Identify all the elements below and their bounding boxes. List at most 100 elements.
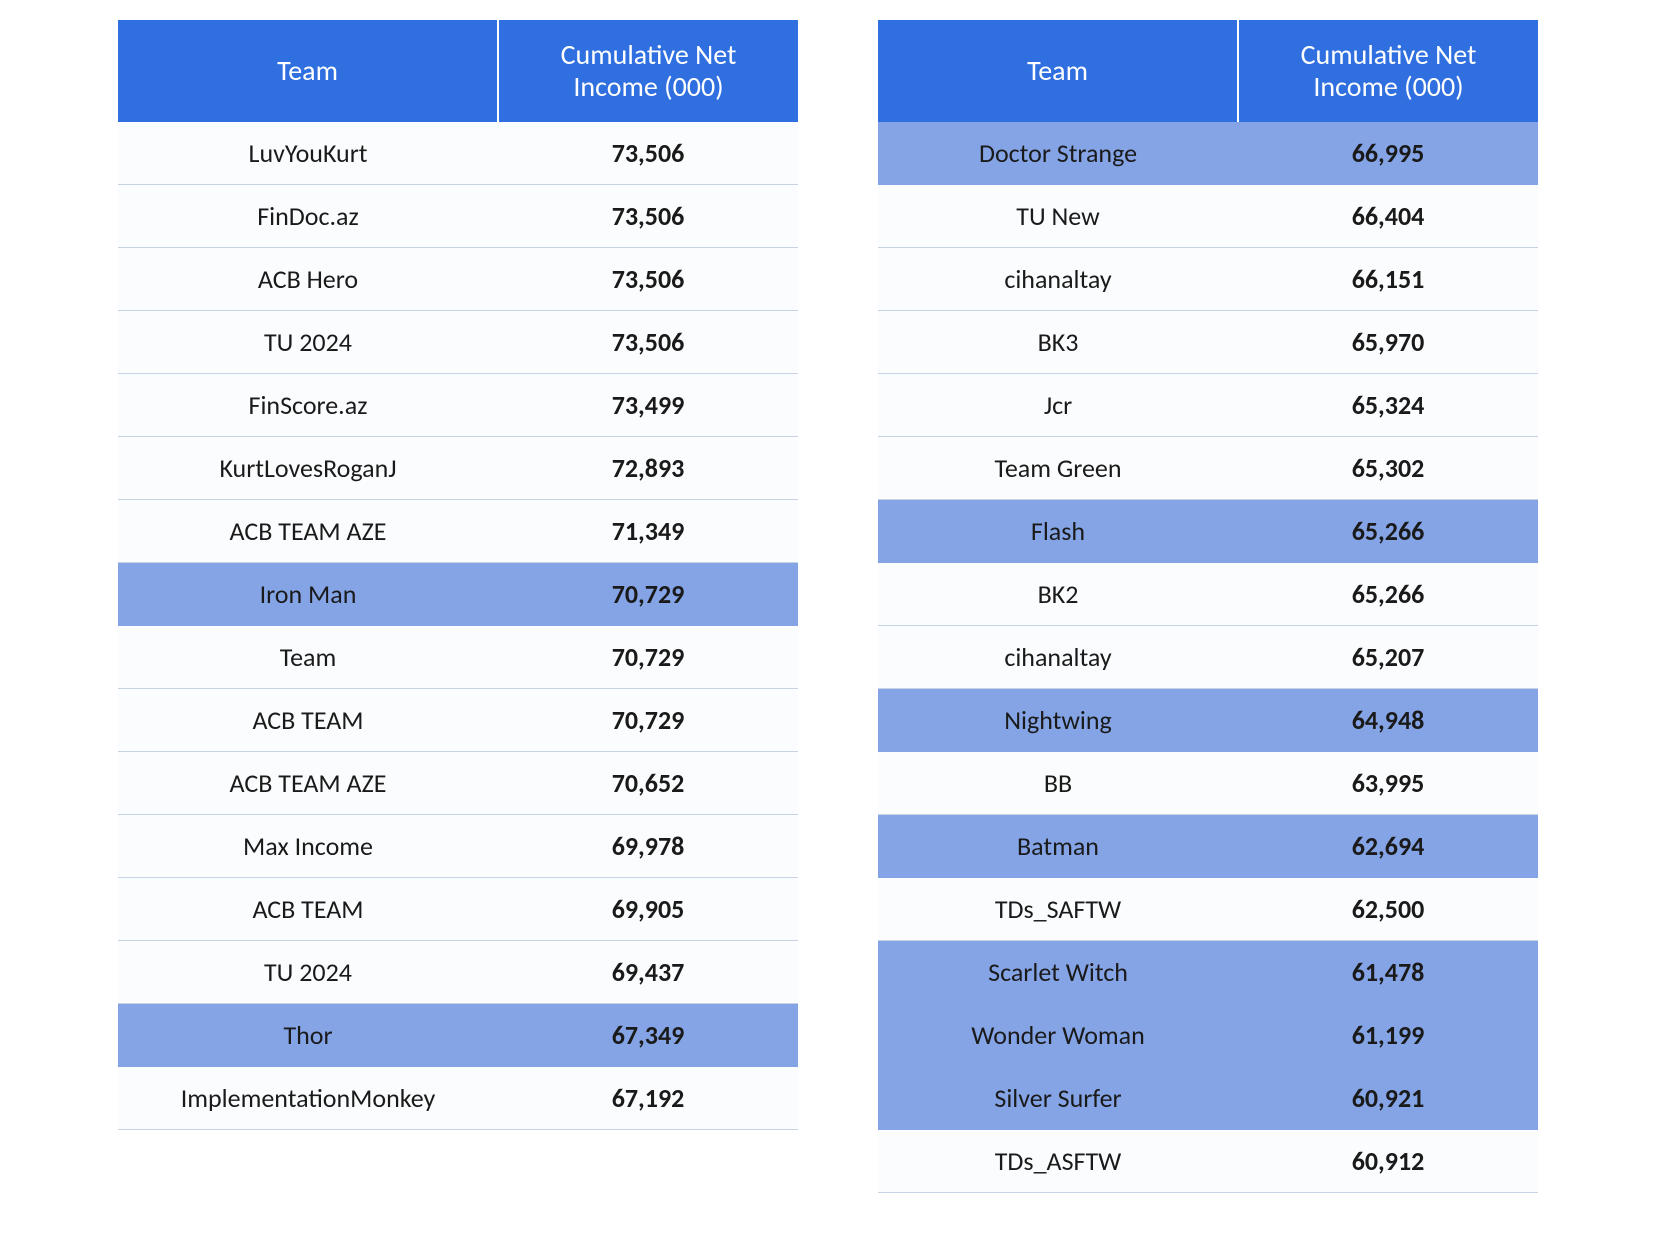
cell-value: 65,324 [1238,374,1538,437]
table-row: BK265,266 [878,563,1538,626]
table-row: ACB Hero73,506 [118,248,798,311]
cell-team: KurtLovesRoganJ [118,437,498,500]
cell-value: 66,404 [1238,185,1538,248]
cell-team: ACB TEAM AZE [118,752,498,815]
cell-team: BK2 [878,563,1238,626]
cell-value: 66,151 [1238,248,1538,311]
cell-team: Jcr [878,374,1238,437]
table-row: Nightwing64,948 [878,689,1538,752]
cell-team: ACB Hero [118,248,498,311]
table-row: Jcr65,324 [878,374,1538,437]
header-team: Team [118,20,498,122]
table-row: TU 202469,437 [118,941,798,1004]
cell-team: cihanaltay [878,626,1238,689]
cell-team: cihanaltay [878,248,1238,311]
cell-team: TU New [878,185,1238,248]
cell-value: 70,652 [498,752,798,815]
cell-team: Batman [878,815,1238,878]
cell-value: 73,506 [498,248,798,311]
table-row: Team70,729 [118,626,798,689]
cell-value: 64,948 [1238,689,1538,752]
table-row: BB63,995 [878,752,1538,815]
cell-value: 61,478 [1238,941,1538,1004]
table-row: Wonder Woman61,199 [878,1004,1538,1067]
table-row: KurtLovesRoganJ72,893 [118,437,798,500]
cell-team: Doctor Strange [878,122,1238,185]
table-row: TDs_SAFTW62,500 [878,878,1538,941]
table-row: Scarlet Witch61,478 [878,941,1538,1004]
cell-team: LuvYouKurt [118,122,498,185]
cell-value: 69,437 [498,941,798,1004]
page-container: Team Cumulative NetIncome (000) LuvYouKu… [0,0,1656,1233]
cell-value: 65,302 [1238,437,1538,500]
cell-team: ACB TEAM AZE [118,500,498,563]
cell-value: 60,921 [1238,1067,1538,1130]
table-row: Thor67,349 [118,1004,798,1067]
table-row: Batman62,694 [878,815,1538,878]
header-value: Cumulative NetIncome (000) [1238,20,1538,122]
cell-value: 73,506 [498,122,798,185]
table-row: Team Green65,302 [878,437,1538,500]
cell-value: 69,905 [498,878,798,941]
cell-value: 67,349 [498,1004,798,1067]
table-row: cihanaltay65,207 [878,626,1538,689]
cell-team: Silver Surfer [878,1067,1238,1130]
cell-value: 65,970 [1238,311,1538,374]
cell-team: Wonder Woman [878,1004,1238,1067]
cell-value: 65,266 [1238,563,1538,626]
cell-value: 70,729 [498,563,798,626]
cell-team: ACB TEAM [118,689,498,752]
table-header-row: Team Cumulative NetIncome (000) [118,20,798,122]
cell-team: Max Income [118,815,498,878]
leaderboard-table-left: Team Cumulative NetIncome (000) LuvYouKu… [118,20,798,1130]
table-row: ACB TEAM69,905 [118,878,798,941]
cell-team: TDs_ASFTW [878,1130,1238,1193]
cell-team: ACB TEAM [118,878,498,941]
cell-value: 73,506 [498,311,798,374]
cell-team: ImplementationMonkey [118,1067,498,1130]
cell-value: 61,199 [1238,1004,1538,1067]
cell-value: 62,500 [1238,878,1538,941]
cell-value: 67,192 [498,1067,798,1130]
cell-team: FinDoc.az [118,185,498,248]
cell-team: Flash [878,500,1238,563]
table-header-row: Team Cumulative NetIncome (000) [878,20,1538,122]
table-row: BK365,970 [878,311,1538,374]
table-row: ACB TEAM AZE70,652 [118,752,798,815]
cell-value: 73,499 [498,374,798,437]
table-row: Silver Surfer60,921 [878,1067,1538,1130]
table-row: Max Income69,978 [118,815,798,878]
cell-team: BK3 [878,311,1238,374]
cell-team: TU 2024 [118,941,498,1004]
cell-team: Scarlet Witch [878,941,1238,1004]
table-row: FinDoc.az73,506 [118,185,798,248]
cell-value: 72,893 [498,437,798,500]
table-row: FinScore.az73,499 [118,374,798,437]
table-row: TU 202473,506 [118,311,798,374]
cell-team: TU 2024 [118,311,498,374]
leaderboard-table-right: Team Cumulative NetIncome (000) Doctor S… [878,20,1538,1193]
cell-team: Team [118,626,498,689]
cell-value: 62,694 [1238,815,1538,878]
table-row: ACB TEAM70,729 [118,689,798,752]
cell-team: Team Green [878,437,1238,500]
table-row: Flash65,266 [878,500,1538,563]
table-row: cihanaltay66,151 [878,248,1538,311]
cell-value: 60,912 [1238,1130,1538,1193]
table-row: ImplementationMonkey67,192 [118,1067,798,1130]
cell-value: 63,995 [1238,752,1538,815]
cell-team: Thor [118,1004,498,1067]
table-row: ACB TEAM AZE71,349 [118,500,798,563]
header-value: Cumulative NetIncome (000) [498,20,798,122]
table-row: Iron Man70,729 [118,563,798,626]
cell-value: 69,978 [498,815,798,878]
table-row: TU New66,404 [878,185,1538,248]
cell-team: BB [878,752,1238,815]
cell-team: TDs_SAFTW [878,878,1238,941]
cell-value: 73,506 [498,185,798,248]
cell-value: 71,349 [498,500,798,563]
cell-value: 65,266 [1238,500,1538,563]
cell-team: Nightwing [878,689,1238,752]
cell-value: 70,729 [498,689,798,752]
cell-value: 66,995 [1238,122,1538,185]
